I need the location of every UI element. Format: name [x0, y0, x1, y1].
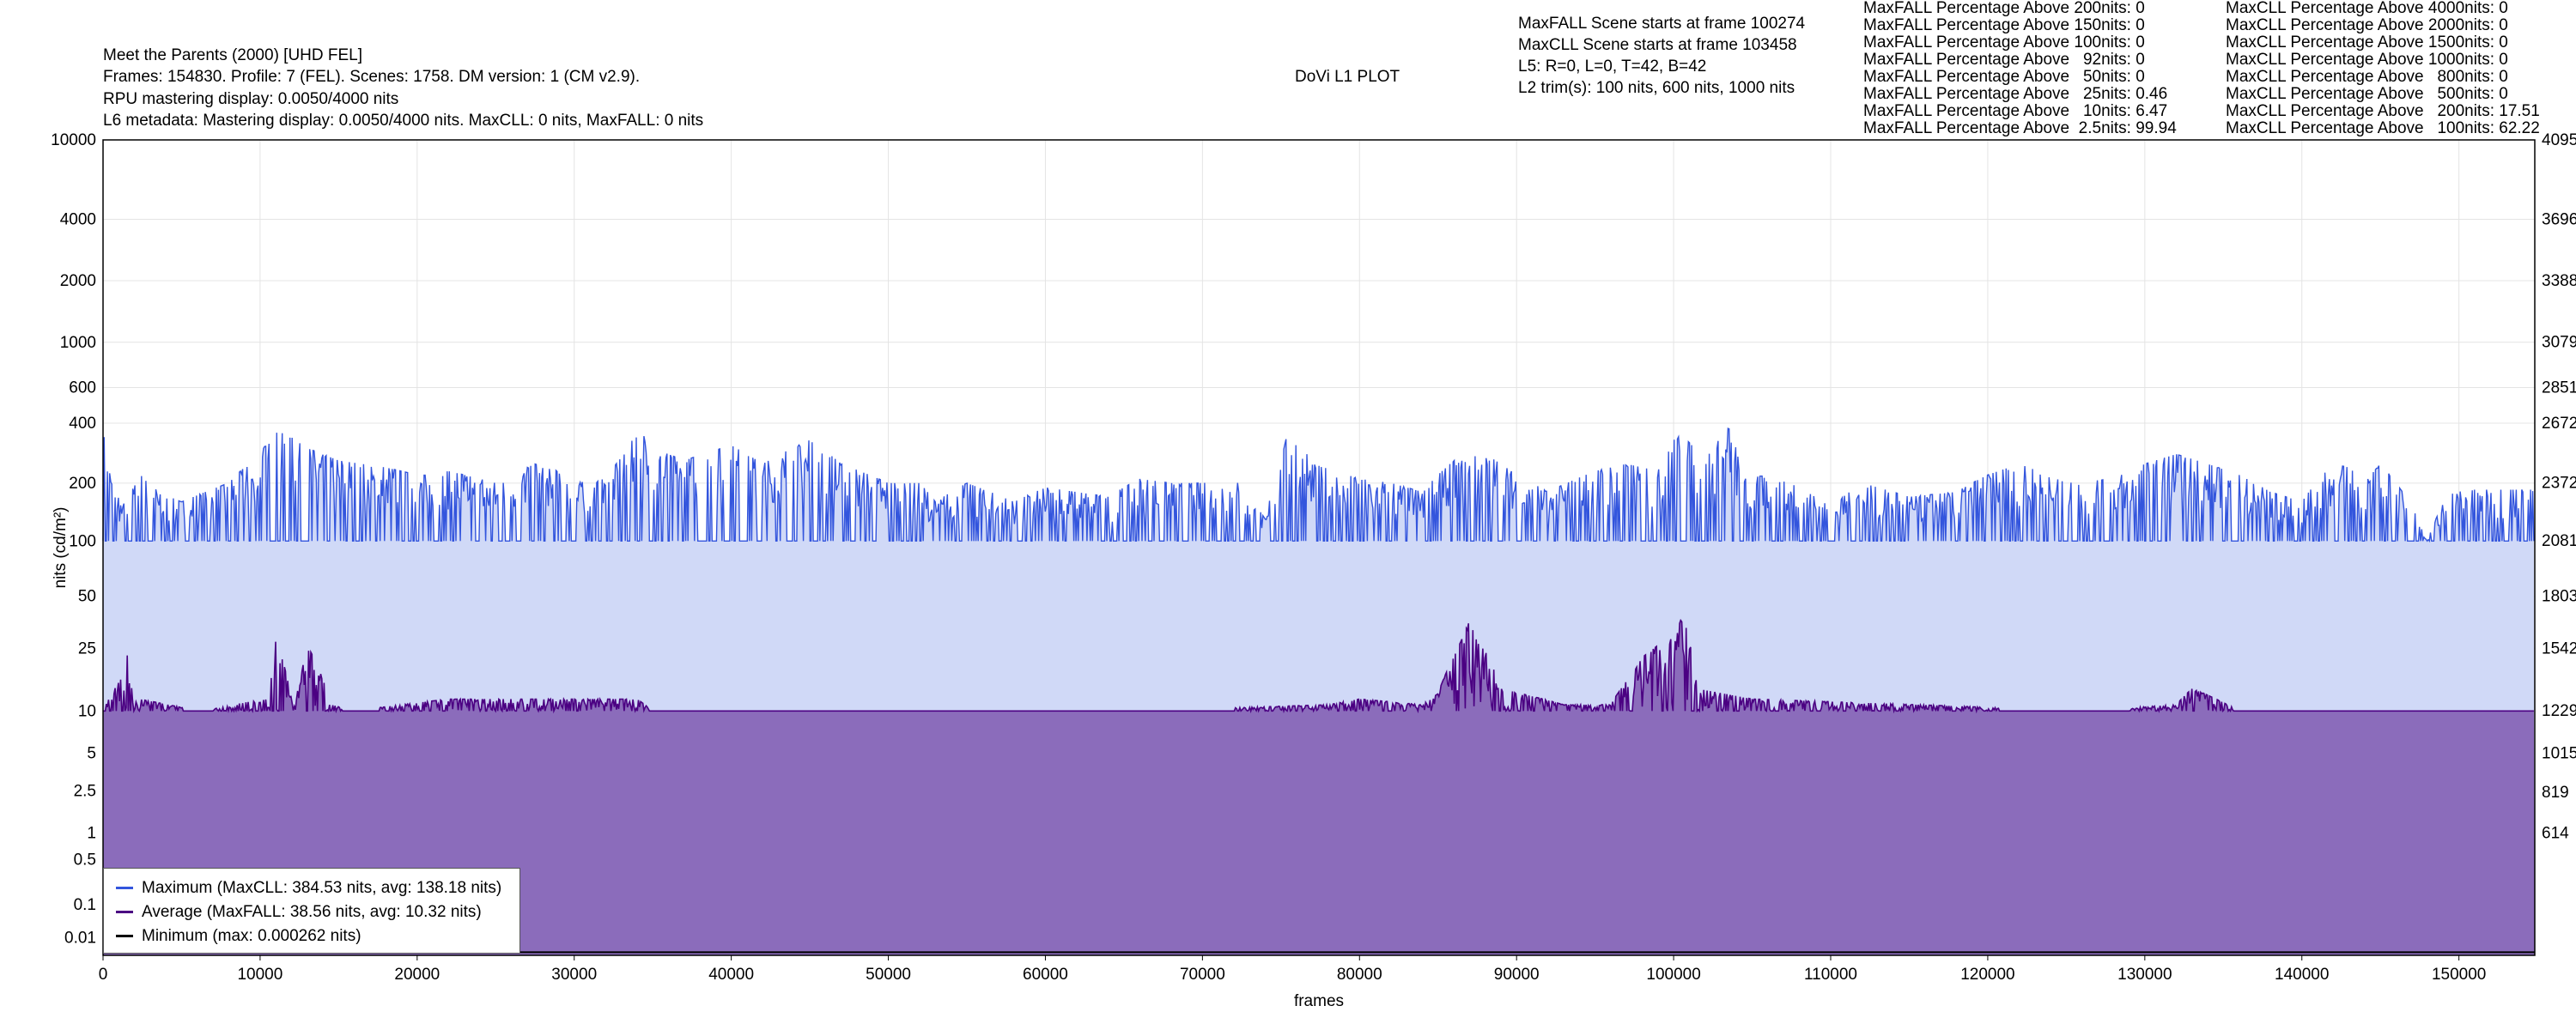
legend-swatch-average: [116, 911, 133, 914]
maxcll-stat-line: MaxCLL Percentage Above 2000nits: 0: [2226, 16, 2508, 34]
y-tick-label: 10000: [51, 131, 96, 149]
y-tick-label: 1000: [60, 334, 96, 352]
movie-title: Meet the Parents (2000) [UHD FEL]: [103, 46, 363, 64]
legend-swatch-minimum: [116, 935, 133, 938]
y-tick-label: 0.01: [64, 930, 96, 948]
maxfall-stat-line: MaxFALL Percentage Above 150nits: 0: [1863, 16, 2145, 34]
y-tick-label: 25: [78, 639, 96, 657]
chart-legend: Maximum (MaxCLL: 384.53 nits, avg: 138.1…: [103, 868, 520, 954]
l2-trims: L2 trim(s): 100 nits, 600 nits, 1000 nit…: [1518, 79, 1795, 97]
x-tick-label: 100000: [1646, 966, 1700, 984]
average-series-line: [103, 619, 2534, 714]
x-tick-label: 150000: [2432, 966, 2486, 984]
x-tick-label: 60000: [1023, 966, 1068, 984]
y-right-tick-label: 2851: [2542, 379, 2576, 397]
x-tick-label: 90000: [1494, 966, 1540, 984]
x-tick-label: 0: [99, 966, 108, 984]
y-right-tick-label: 2372: [2542, 475, 2576, 493]
maxfall-stat-line: MaxFALL Percentage Above 25nits: 0.46: [1863, 85, 2168, 103]
x-tick-label: 30000: [551, 966, 597, 984]
maxcll-stat-line: MaxCLL Percentage Above 1000nits: 0: [2226, 51, 2508, 69]
x-tick-label: 70000: [1180, 966, 1225, 984]
y-axis-label: nits (cd/m²): [52, 507, 70, 589]
y-tick-label: 200: [69, 475, 96, 493]
plot-title: DoVi L1 PLOT: [1295, 68, 1400, 86]
maxfall-stat-line: MaxFALL Percentage Above 50nits: 0: [1863, 68, 2145, 86]
rpu-mastering-display: RPU mastering display: 0.0050/4000 nits: [103, 90, 399, 108]
x-tick-label: 10000: [237, 966, 283, 984]
legend-swatch-maximum: [116, 887, 133, 890]
y-tick-label: 2000: [60, 272, 96, 290]
series-fills: [103, 428, 2535, 956]
y-right-tick-label: 4095: [2542, 131, 2576, 149]
legend-label-maximum: Maximum (MaxCLL: 384.53 nits, avg: 138.1…: [142, 879, 502, 897]
maxcll-stat-line: MaxCLL Percentage Above 1500nits: 0: [2226, 33, 2508, 52]
y-tick-label: 100: [69, 532, 96, 550]
y-right-tick-label: 1229: [2542, 702, 2576, 720]
l5-info: L5: R=0, L=0, T=42, B=42: [1518, 58, 1707, 76]
legend-label-minimum: Minimum (max: 0.000262 nits): [142, 927, 361, 945]
maxfall-stat-line: MaxFALL Percentage Above 10nits: 6.47: [1863, 102, 2168, 120]
y-tick-label: 50: [78, 588, 96, 606]
y-right-tick-label: 2672: [2542, 415, 2576, 433]
maxcll-stat-line: MaxCLL Percentage Above 500nits: 0: [2226, 85, 2508, 103]
legend-item-average: Average (MaxFALL: 38.56 nits, avg: 10.32…: [116, 901, 482, 924]
y-right-tick-label: 3079: [2542, 334, 2576, 352]
maximum-series-line: [102, 427, 2535, 543]
y-tick-label: 4000: [60, 211, 96, 229]
x-tick-label: 120000: [1960, 966, 2014, 984]
legend-item-minimum: Minimum (max: 0.000262 nits): [116, 925, 361, 948]
x-tick-label: 20000: [394, 966, 440, 984]
maxfall-scene: MaxFALL Scene starts at frame 100274: [1518, 15, 1806, 33]
y-right-tick-label: 1803: [2542, 588, 2576, 606]
maxcll-stat-line: MaxCLL Percentage Above 800nits: 0: [2226, 68, 2508, 86]
y-tick-label: 2.5: [74, 782, 96, 800]
plot-frame: [102, 139, 2536, 956]
legend-item-maximum: Maximum (MaxCLL: 384.53 nits, avg: 138.1…: [116, 877, 501, 900]
x-tick-label: 110000: [1804, 966, 1857, 984]
maxcll-stat-line: MaxCLL Percentage Above 4000nits: 0: [2226, 0, 2508, 17]
maxfall-stat-line: MaxFALL Percentage Above 2.5nits: 99.94: [1863, 119, 2177, 137]
y-right-tick-label: 1542: [2542, 639, 2576, 657]
legend-label-average: Average (MaxFALL: 38.56 nits, avg: 10.32…: [142, 903, 482, 921]
maxfall-stat-line: MaxFALL Percentage Above 100nits: 0: [1863, 33, 2145, 52]
y-tick-label: 1: [87, 825, 96, 843]
y-tick-label: 10: [78, 702, 96, 720]
x-tick-label: 130000: [2117, 966, 2172, 984]
y-tick-label: 0.1: [74, 896, 96, 914]
y-right-tick-label: 3388: [2542, 272, 2576, 290]
maxfall-stat-line: MaxFALL Percentage Above 200nits: 0: [1863, 0, 2145, 17]
x-tick-label: 80000: [1337, 966, 1382, 984]
y-right-tick-label: 1015: [2542, 745, 2576, 763]
y-right-tick-label: 3696: [2542, 211, 2576, 229]
average-area: [103, 620, 2535, 955]
y-right-tick-label: 2081: [2542, 532, 2576, 550]
y-tick-label: 600: [69, 379, 96, 397]
x-tick-label: 140000: [2275, 966, 2329, 984]
y-tick-label: 400: [69, 415, 96, 433]
x-tick-label: 40000: [708, 966, 754, 984]
y-right-tick-label: 819: [2542, 784, 2569, 802]
axis-ticks: 1000040002000100060040020010050251052.51…: [51, 131, 2576, 984]
y-right-tick-label: 614: [2542, 825, 2569, 843]
maxfall-stat-line: MaxFALL Percentage Above 92nits: 0: [1863, 51, 2145, 69]
x-axis-label: frames: [1294, 992, 1344, 1010]
x-tick-label: 50000: [866, 966, 911, 984]
l6-metadata: L6 metadata: Mastering display: 0.0050/4…: [103, 112, 704, 130]
frames-info: Frames: 154830. Profile: 7 (FEL). Scenes…: [103, 68, 641, 86]
maxcll-stat-line: MaxCLL Percentage Above 100nits: 62.22: [2226, 119, 2540, 137]
maxcll-scene: MaxCLL Scene starts at frame 103458: [1518, 36, 1797, 54]
y-tick-label: 5: [87, 745, 96, 763]
maxcll-stat-line: MaxCLL Percentage Above 200nits: 17.51: [2226, 102, 2540, 120]
y-tick-label: 0.5: [74, 851, 96, 869]
